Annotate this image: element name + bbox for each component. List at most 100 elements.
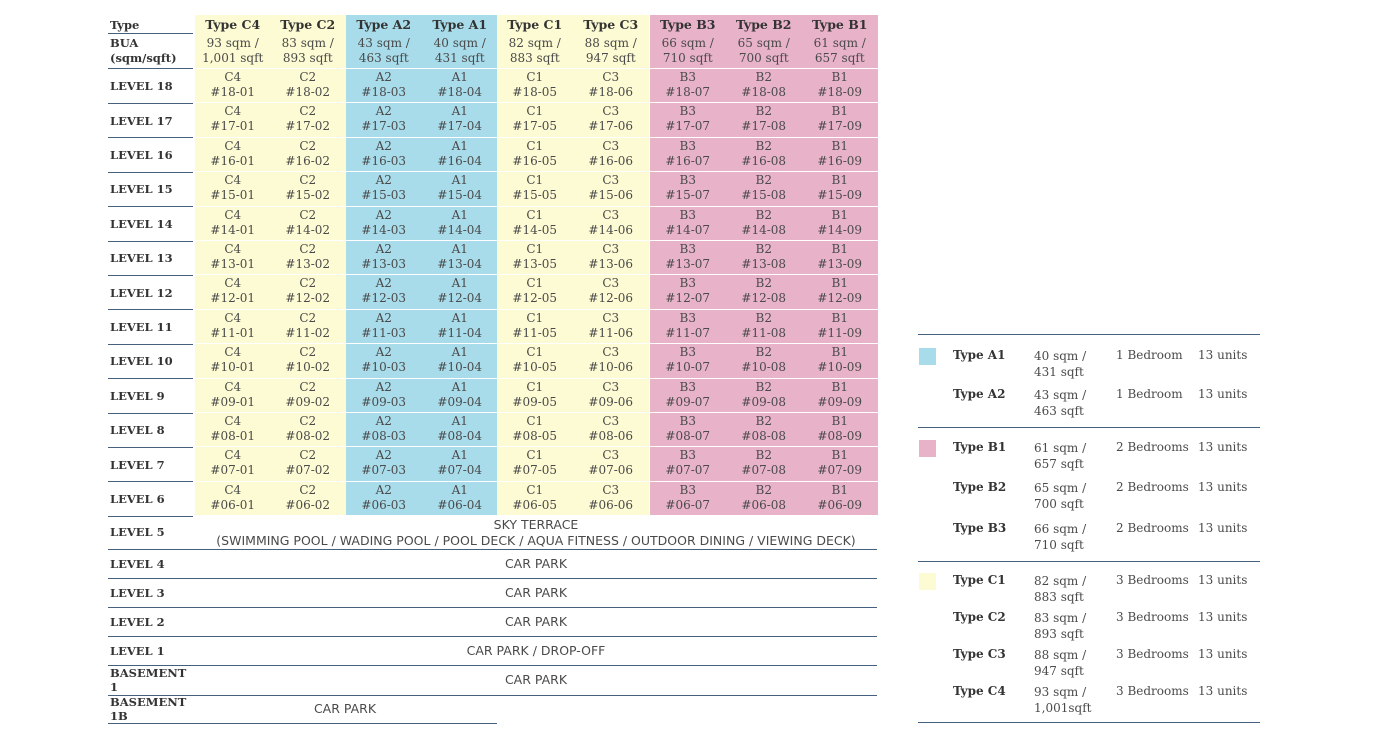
unit-type: C4	[224, 310, 242, 325]
row-divider	[108, 343, 193, 345]
unit-cell: C3 #11-06	[573, 309, 649, 344]
unit-cell: B1 #12-09	[802, 275, 878, 309]
unit-number: #15-04	[437, 188, 483, 203]
unit-cell: B2 #12-08	[726, 275, 802, 309]
row-divider	[108, 206, 193, 208]
unit-type: B2	[755, 310, 772, 325]
unit-number: #15-08	[741, 188, 787, 203]
unit-type: B3	[679, 345, 696, 360]
unit-type: B1	[831, 414, 848, 428]
unit-cell: C1 #17-05	[497, 103, 573, 137]
bua-value: 947 sqft	[585, 51, 636, 65]
bua-value: 1,001 sqft	[202, 51, 264, 65]
legend-size: 43 sqm / 463 sqft	[1034, 387, 1086, 419]
unit-type: C2	[299, 414, 317, 428]
unit-cell: B3 #11-07	[650, 309, 726, 344]
column-header-a1: Type A1	[422, 15, 498, 34]
legend-bedrooms: 1 Bedroom	[1116, 387, 1183, 401]
unit-type: C3	[602, 173, 620, 188]
unit-type: B1	[831, 70, 848, 84]
unit-type: C1	[526, 310, 544, 325]
unit-cell: C2 #09-02	[270, 378, 346, 412]
unit-cell: A2 #10-03	[346, 344, 422, 378]
unit-cell: C2 #15-02	[270, 172, 346, 206]
unit-type: A1	[451, 310, 468, 325]
bua-label-line: BUA	[110, 36, 139, 50]
legend-bedrooms: 3 Bedrooms	[1116, 647, 1189, 661]
unit-cell: C4 #11-01	[195, 309, 271, 344]
column-header-c2: Type C2	[270, 15, 346, 34]
unit-type: B2	[755, 448, 772, 463]
bua-cell-a1: 40 sqm /431 sqft	[422, 34, 498, 68]
unit-type: A2	[375, 242, 392, 256]
level-label: LEVEL 10	[110, 354, 173, 369]
unit-number: #12-07	[665, 291, 711, 306]
facility-text-line: CAR PARK	[504, 584, 568, 600]
unit-cell: C3 #06-06	[573, 481, 649, 516]
legend-type: Type C3	[953, 647, 1006, 661]
unit-cell: A1 #13-04	[422, 241, 498, 275]
unit-type: C1	[526, 482, 544, 497]
unit-cell: C3 #17-06	[573, 103, 649, 137]
unit-number: #11-03	[361, 325, 407, 340]
unit-cell: C4 #12-01	[195, 275, 271, 309]
facility-text-line: SKY TERRACE	[493, 517, 579, 532]
legend-units: 13 units	[1198, 387, 1248, 401]
unit-number: #13-09	[817, 257, 863, 271]
row-divider	[108, 309, 193, 311]
unit-number: #16-03	[361, 153, 407, 168]
unit-number: #10-02	[285, 360, 331, 375]
unit-cell: B3 #14-07	[650, 206, 726, 240]
legend-divider	[918, 561, 1260, 562]
unit-number: #17-09	[817, 119, 863, 134]
unit-number: #11-05	[512, 325, 558, 340]
unit-number: #08-08	[741, 429, 787, 443]
facility-level-label: LEVEL 2	[110, 614, 165, 629]
facility-description: CAR PARK / DROP-OFF	[195, 643, 877, 659]
legend-bedrooms: 2 Bedrooms	[1116, 480, 1189, 494]
unit-cell: B2 #16-08	[726, 137, 802, 172]
level-label: LEVEL 13	[110, 251, 173, 266]
unit-cell: C1 #06-05	[497, 481, 573, 516]
unit-type: C2	[299, 379, 317, 394]
unit-type: B1	[831, 345, 848, 360]
unit-type: B3	[679, 276, 696, 291]
facility-level-label: LEVEL 1	[110, 643, 165, 658]
unit-number: #18-07	[665, 85, 711, 99]
unit-number: #18-05	[512, 85, 558, 99]
unit-type: B1	[831, 276, 848, 291]
facility-description: CAR PARK	[195, 585, 877, 601]
bua-label: BUA (sqm/sqft)	[110, 34, 190, 68]
bua-divider	[108, 68, 193, 69]
unit-number: #10-04	[437, 360, 483, 375]
unit-cell: C2 #13-02	[270, 241, 346, 275]
unit-number: #10-09	[817, 360, 863, 375]
unit-number: #14-04	[437, 222, 483, 237]
legend-size-line: 82 sqm /	[1034, 574, 1087, 588]
unit-type: C2	[299, 104, 317, 119]
unit-cell: C2 #18-02	[270, 69, 346, 103]
facility-level-label: BASEMENT 1B	[110, 695, 187, 723]
unit-cell: B3 #09-07	[650, 378, 726, 412]
legend-type: Type C4	[953, 684, 1006, 698]
bua-value: 463 sqft	[358, 51, 409, 65]
unit-cell: A2 #18-03	[346, 69, 422, 103]
row-divider	[108, 481, 193, 483]
unit-number: #17-08	[741, 119, 787, 134]
unit-cell: C4 #06-01	[195, 481, 271, 516]
column-header-c3: Type C3	[573, 15, 649, 34]
legend-type: Type B2	[953, 480, 1007, 494]
unit-number: #08-07	[665, 429, 711, 443]
unit-number: #08-09	[817, 429, 863, 443]
unit-type: A1	[451, 173, 468, 188]
unit-number: #16-06	[588, 153, 634, 168]
unit-type: A1	[451, 276, 468, 291]
unit-type: B2	[755, 173, 772, 188]
unit-type: C3	[602, 138, 620, 153]
unit-number: #09-08	[741, 394, 787, 409]
legend-size: 88 sqm / 947 sqft	[1034, 647, 1086, 679]
legend-size-line: 1,001sqft	[1034, 701, 1092, 715]
unit-cell: A2 #07-03	[346, 447, 422, 481]
legend-size: 83 sqm / 893 sqft	[1034, 610, 1086, 642]
unit-number: #09-04	[437, 394, 483, 409]
